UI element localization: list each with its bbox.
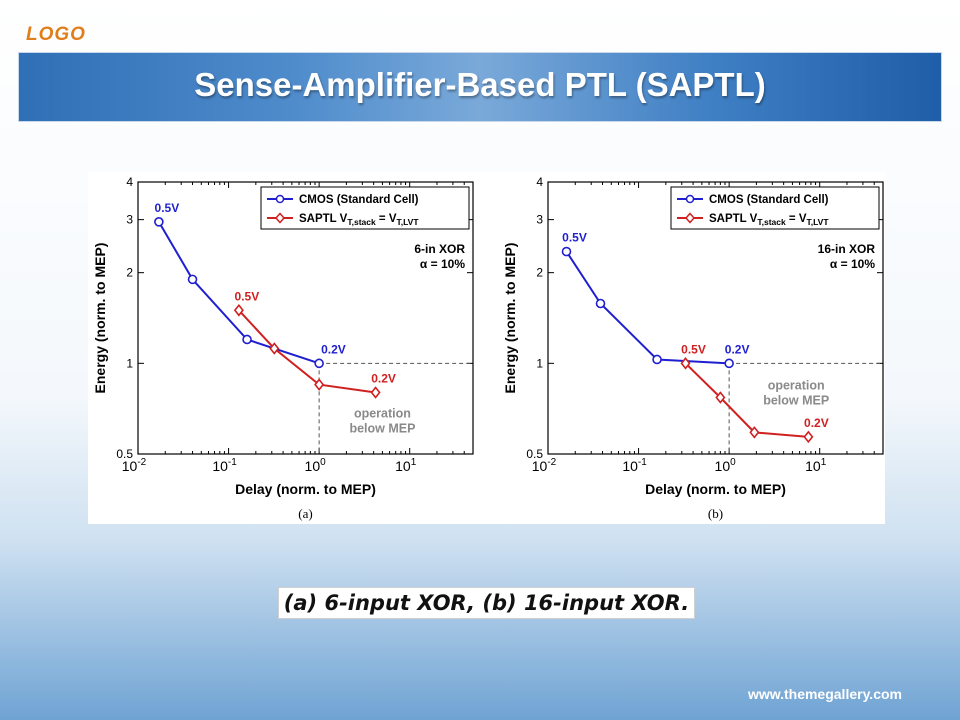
legend-entry-text: CMOS (Standard Cell)	[709, 194, 829, 206]
voltage-annotation: 0.2V	[804, 416, 829, 430]
legend-box	[260, 186, 470, 230]
x-tick-label: 101	[395, 457, 417, 474]
panel-label: (b)	[708, 506, 723, 521]
region-label: below MEP	[763, 393, 829, 407]
x-axis-label: Delay (norm. to MEP)	[645, 481, 786, 497]
legend-box	[670, 186, 880, 230]
slide-title: Sense-Amplifier-Based PTL (SAPTL)	[194, 66, 766, 103]
panel-label: (a)	[298, 506, 312, 521]
region-label: operation	[768, 378, 825, 392]
y-tick-label: 1	[126, 356, 133, 370]
data-point-diamond	[314, 378, 325, 391]
energy-delay-charts: 10-2 10-1 100 101 0.5 1 2 3 4 Delay (norm. to MEP…	[92, 175, 884, 521]
region-label: operation	[354, 407, 411, 421]
data-point-circle	[652, 354, 662, 365]
y-tick-label: 3	[126, 213, 133, 227]
legend-entry-text: SAPTL VT,stack = VT,LVT	[709, 213, 829, 227]
data-point-circle	[187, 274, 198, 285]
legend-marker-circle	[275, 194, 285, 204]
series-line-0	[565, 251, 730, 365]
legend-entry-text: SAPTL VT,stack = VT,LVT	[299, 213, 419, 227]
y-axis-label: Energy (norm. to MEP)	[92, 243, 108, 394]
data-point-diamond	[749, 426, 760, 439]
y-tick-label: 0.5	[116, 447, 133, 461]
voltage-annotation: 0.5V	[235, 289, 260, 303]
voltage-annotation: 0.2V	[371, 372, 396, 386]
data-point-circle	[314, 358, 324, 369]
legend-marker-diamond	[684, 212, 696, 224]
data-point-circle	[154, 217, 164, 227]
y-tick-label: 4	[126, 175, 133, 189]
title-bar: Sense-Amplifier-Based PTL (SAPTL)	[18, 52, 942, 122]
y-tick-label: 3	[536, 213, 543, 227]
series-line-0	[158, 221, 320, 365]
chart-note: α = 10%	[830, 257, 875, 271]
figure-panel: 10-2 10-1 100 101 0.5 1 2 3 4 Delay (norm. to MEP…	[88, 172, 885, 524]
legend-marker-circle	[685, 194, 695, 204]
data-point-diamond	[233, 304, 244, 317]
x-tick-label: 100	[305, 457, 327, 474]
chart-note: 16-in XOR	[818, 242, 876, 256]
y-tick-label: 2	[126, 266, 133, 280]
data-point-circle	[561, 246, 572, 257]
series-line-1	[684, 362, 809, 438]
logo: LOGO	[26, 24, 86, 45]
website-url: www.themegallery.com	[747, 686, 902, 702]
x-tick-label: 10-1	[212, 457, 237, 474]
x-tick-label: 10-2	[122, 457, 147, 474]
y-tick-label: 2	[536, 266, 543, 280]
voltage-annotation: 0.2V	[321, 342, 346, 356]
figure-caption: (a) 6-input XOR, (b) 16-input XOR.	[278, 587, 695, 619]
region-label: below MEP	[349, 422, 415, 436]
series-line-1	[238, 309, 376, 394]
x-tick-label: 10-2	[532, 457, 557, 474]
x-tick-label: 100	[715, 457, 737, 474]
x-axis-label: Delay (norm. to MEP)	[235, 481, 376, 497]
legend-entry-text: CMOS (Standard Cell)	[299, 194, 419, 206]
chart-a: 10-2 10-1 100 101 0.5 1 2 3 4 Delay (norm. to MEP…	[92, 175, 474, 521]
data-point-diamond	[803, 430, 814, 444]
chart-note: α = 10%	[420, 257, 465, 271]
y-tick-label: 4	[536, 175, 543, 189]
data-point-diamond	[269, 342, 280, 355]
y-axis-label: Energy (norm. to MEP)	[502, 243, 518, 394]
x-tick-label: 10-1	[622, 457, 647, 474]
data-point-circle	[724, 358, 734, 369]
y-tick-label: 0.5	[526, 447, 543, 461]
data-point-circle	[595, 298, 606, 309]
legend-marker-diamond	[274, 212, 286, 224]
chart-b: 10-2 10-1 100 101 0.5 1 2 3 4 Delay (norm. to MEP…	[502, 175, 884, 521]
voltage-annotation: 0.5V	[155, 201, 180, 215]
voltage-annotation: 0.2V	[725, 342, 750, 356]
data-point-diamond	[370, 386, 381, 399]
y-tick-label: 1	[536, 356, 543, 370]
data-point-diamond	[715, 391, 726, 404]
data-point-circle	[242, 334, 252, 345]
voltage-annotation: 0.5V	[681, 342, 706, 356]
voltage-annotation: 0.5V	[562, 231, 587, 245]
chart-note: 6-in XOR	[414, 242, 465, 256]
data-point-diamond	[680, 357, 691, 370]
x-tick-label: 101	[805, 457, 827, 474]
